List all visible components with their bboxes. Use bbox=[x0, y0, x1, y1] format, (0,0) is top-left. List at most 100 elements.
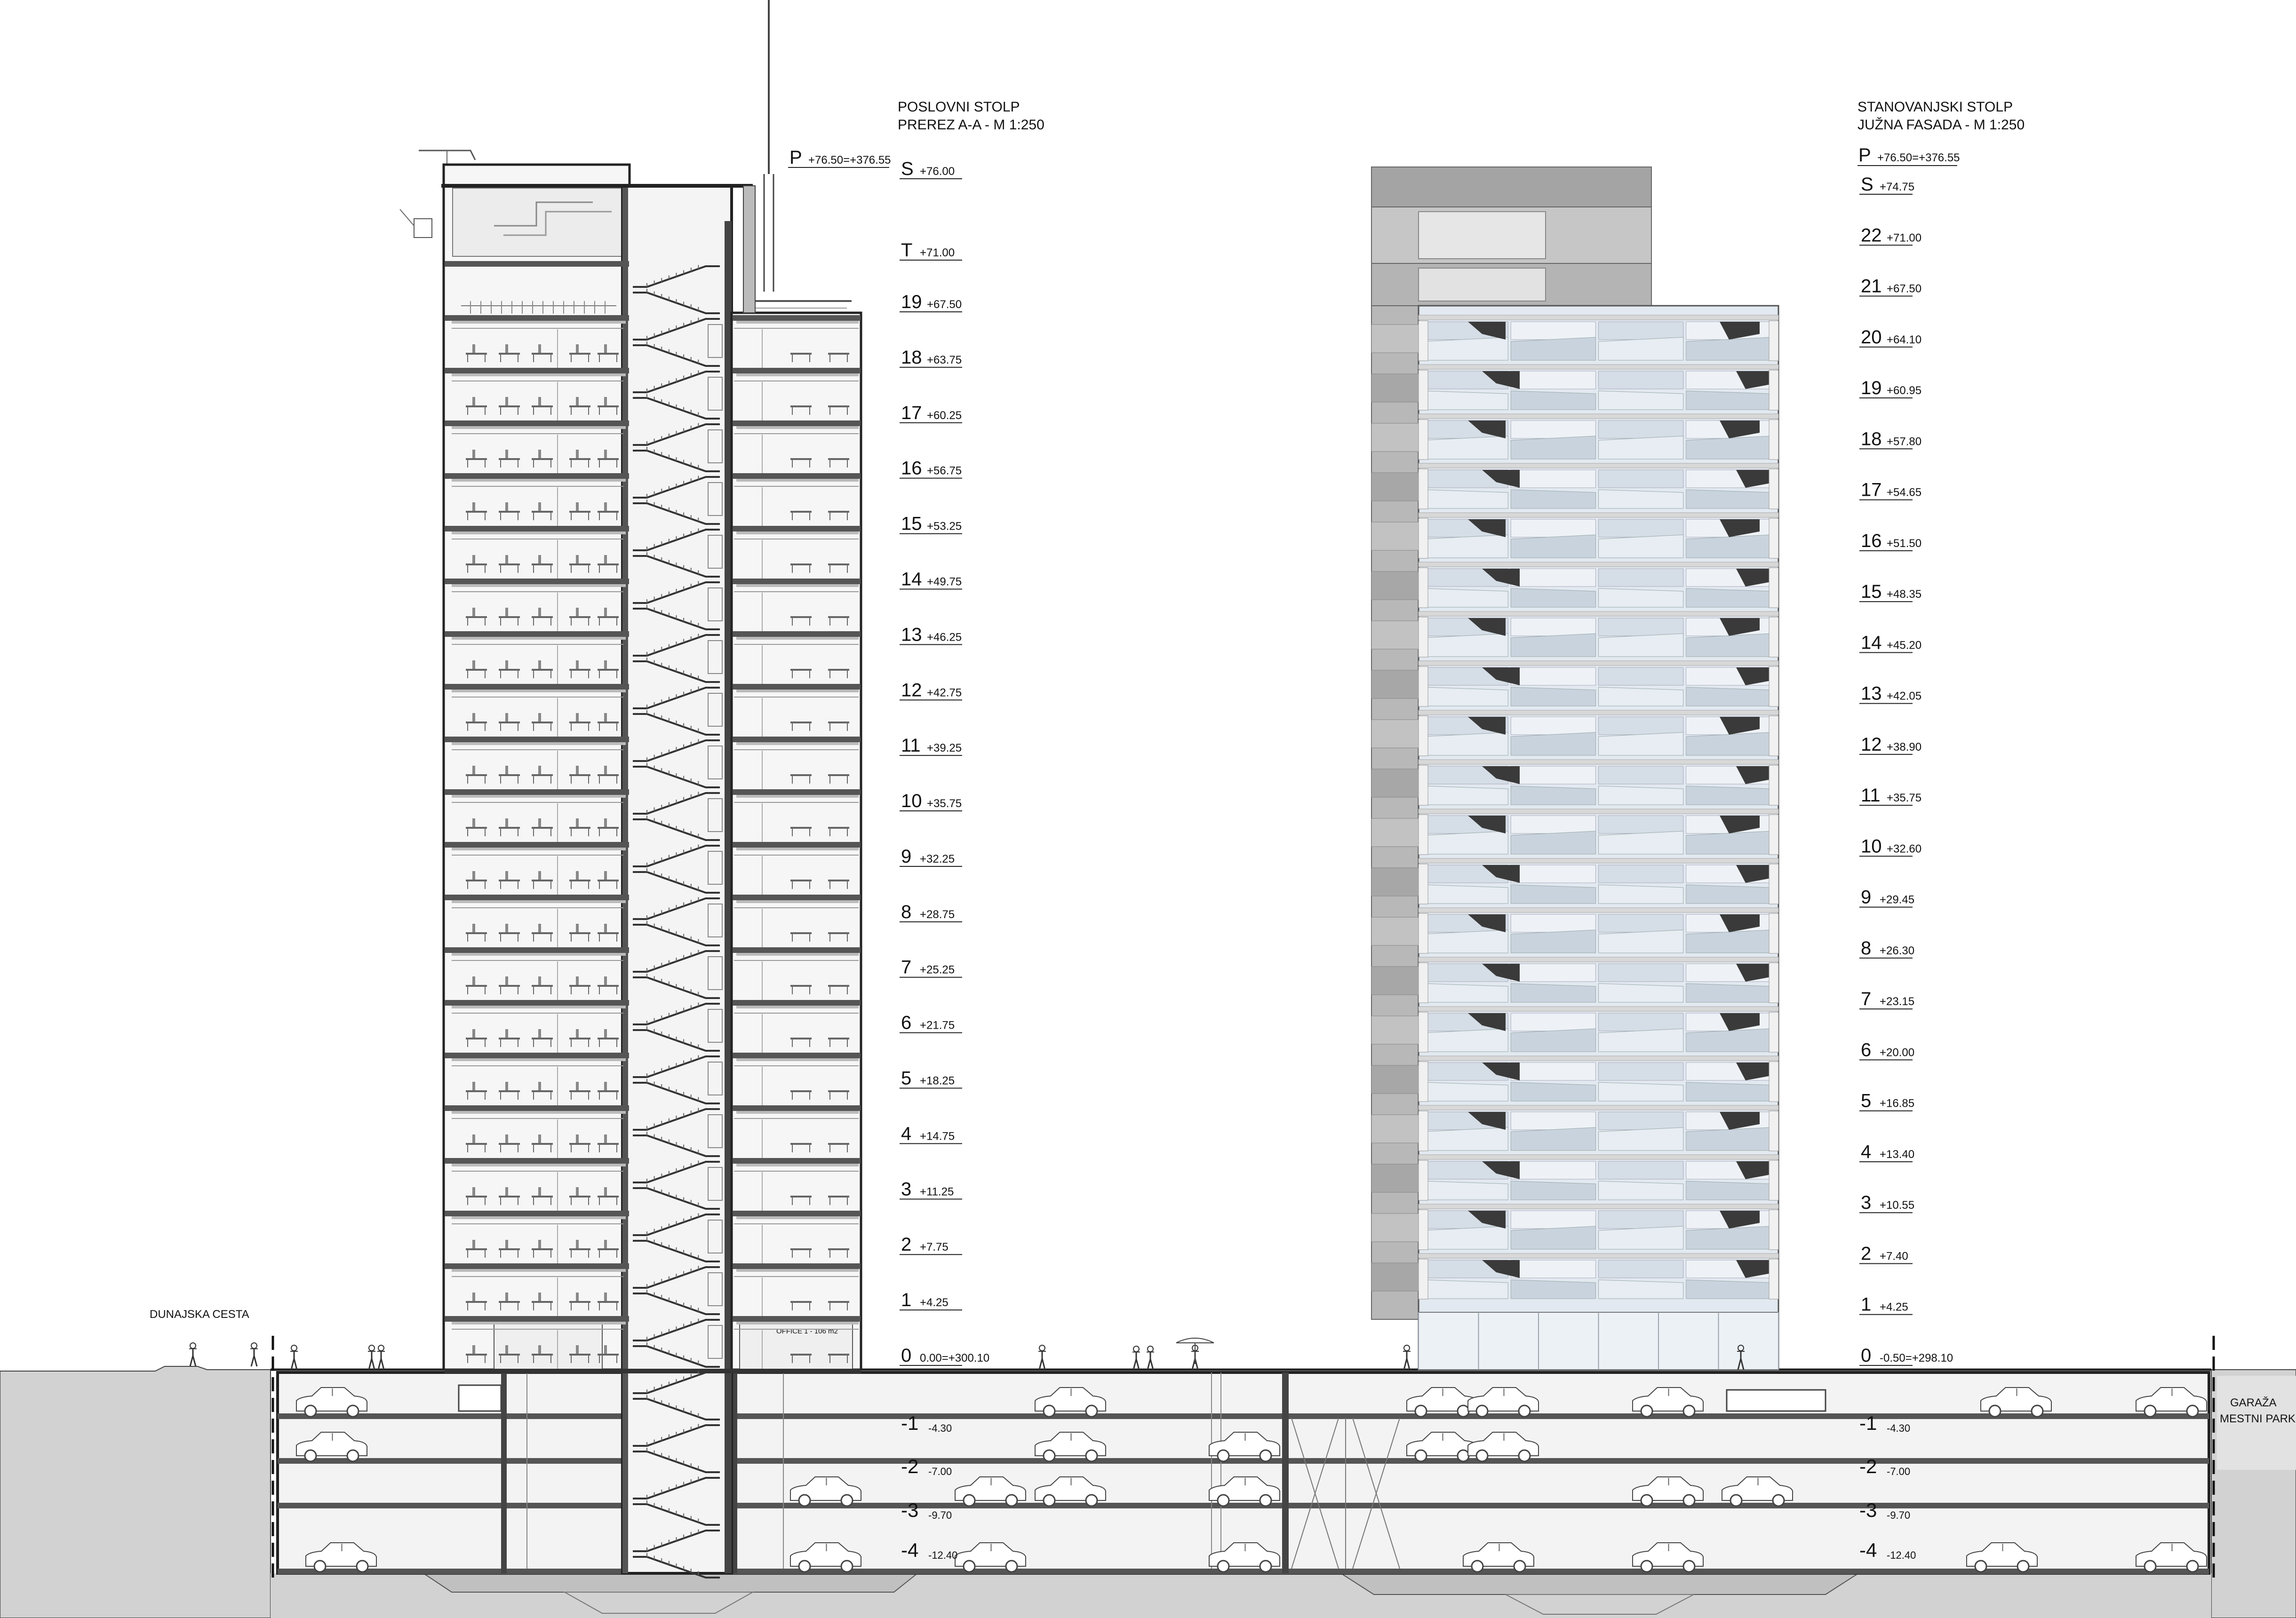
office-level-14: 14 +49.75 bbox=[900, 569, 962, 590]
car bbox=[1209, 1432, 1280, 1462]
res-level-elevation: +10.55 bbox=[1880, 1199, 1914, 1212]
office-level-elevation: +11.25 bbox=[920, 1185, 954, 1198]
res-level-4: 4 +13.40 bbox=[1859, 1142, 1914, 1162]
office-level-elevation: +56.75 bbox=[927, 465, 962, 477]
res-basement--4: -4 -12.40 bbox=[1859, 1539, 1916, 1561]
car bbox=[1467, 1432, 1539, 1462]
res-level-7: 7 +23.15 bbox=[1859, 989, 1914, 1010]
res-level-number: S bbox=[1861, 174, 1873, 195]
res-level-3: 3 +10.55 bbox=[1859, 1192, 1914, 1214]
facade-panels bbox=[1371, 315, 1779, 1370]
office-level-number: 13 bbox=[901, 624, 922, 645]
car bbox=[1035, 1476, 1106, 1507]
office-level-0: 0 0.00=+300.10 bbox=[900, 1345, 989, 1366]
res-level-elevation: +38.90 bbox=[1887, 741, 1921, 753]
person-figure bbox=[1737, 1345, 1745, 1370]
res-basement-elevation: -7.00 bbox=[1887, 1466, 1910, 1477]
office-title-line2: PREREZ A-A - M 1:250 bbox=[898, 117, 1044, 133]
res-basement--3: -3 -9.70 bbox=[1859, 1499, 1910, 1521]
res-level-5: 5 +16.85 bbox=[1859, 1091, 1914, 1111]
person-figure bbox=[1132, 1346, 1140, 1370]
res-level-number: 12 bbox=[1861, 734, 1882, 755]
res-level-elevation: -0.50=+298.10 bbox=[1880, 1352, 1953, 1364]
office-level-elevation: +63.75 bbox=[927, 354, 962, 366]
res-level-15: 15 +48.35 bbox=[1859, 581, 1921, 603]
office-level-13: 13 +46.25 bbox=[900, 624, 962, 645]
office-level-number: 6 bbox=[901, 1013, 911, 1033]
res-level-12: 12 +38.90 bbox=[1859, 734, 1921, 755]
office-level-number: 16 bbox=[901, 458, 922, 479]
res-level-number: 22 bbox=[1861, 225, 1882, 246]
car bbox=[1035, 1387, 1106, 1418]
res-level-elevation: +20.00 bbox=[1880, 1046, 1914, 1059]
office-level-number: 3 bbox=[901, 1179, 911, 1199]
res-basement-number: -4 bbox=[1859, 1539, 1877, 1561]
office-basement-number: -2 bbox=[901, 1455, 918, 1477]
res-level-number: 10 bbox=[1861, 836, 1882, 857]
car bbox=[305, 1542, 377, 1573]
office-level-11: 11 +39.25 bbox=[900, 735, 962, 756]
office-level-elevation: +60.25 bbox=[927, 409, 962, 422]
res-basement-number: -1 bbox=[1859, 1412, 1877, 1434]
person-figure bbox=[189, 1342, 197, 1367]
car bbox=[1209, 1476, 1280, 1507]
car bbox=[1632, 1542, 1704, 1573]
res-level-number: 0 bbox=[1861, 1345, 1871, 1366]
garage-label-line1: GARAŽA bbox=[2230, 1396, 2277, 1409]
office-level-4: 4 +14.75 bbox=[900, 1123, 962, 1144]
res-level-22: 22 +71.00 bbox=[1859, 225, 1921, 246]
office-level-10: 10 +35.75 bbox=[900, 791, 962, 812]
office-level-number: 5 bbox=[901, 1068, 911, 1089]
res-level-elevation: +32.60 bbox=[1887, 842, 1921, 855]
res-level-elevation: +64.10 bbox=[1887, 333, 1921, 346]
car bbox=[955, 1542, 1026, 1573]
res-level-elevation: +29.45 bbox=[1880, 894, 1914, 906]
res-level-2: 2 +7.40 bbox=[1859, 1243, 1913, 1264]
office-level-elevation: +42.75 bbox=[927, 686, 962, 699]
office-basement-elevation: -7.00 bbox=[928, 1466, 952, 1477]
office-level-elevation: +71.00 bbox=[920, 246, 955, 259]
res-level-number: 21 bbox=[1861, 276, 1882, 297]
res-level-elevation: +13.40 bbox=[1880, 1148, 1914, 1161]
office-basement-number: -3 bbox=[901, 1499, 918, 1521]
office-level-number: 2 bbox=[901, 1234, 911, 1255]
res-level-number: 3 bbox=[1861, 1192, 1871, 1213]
res-level-number: 19 bbox=[1861, 378, 1882, 398]
ground-room-label: OFFICE 1 - 106 m2 bbox=[776, 1327, 838, 1335]
office-level-elevation: +67.50 bbox=[927, 298, 962, 311]
res-level-elevation: +48.35 bbox=[1887, 588, 1921, 601]
office-level-elevation: +76.00 bbox=[920, 165, 955, 178]
car bbox=[1632, 1387, 1704, 1418]
res-level-S: S +74.75 bbox=[1859, 174, 1914, 195]
car bbox=[1463, 1542, 1534, 1573]
office-level-elevation: +14.75 bbox=[920, 1130, 955, 1142]
res-level-number: 4 bbox=[1861, 1142, 1871, 1162]
people-figures bbox=[189, 1338, 1745, 1370]
res-level-number: 15 bbox=[1861, 581, 1882, 602]
res-level-number: 8 bbox=[1861, 938, 1871, 959]
office-level-elevation: +25.25 bbox=[920, 964, 955, 976]
car bbox=[1722, 1476, 1793, 1507]
underground-garage bbox=[276, 1371, 2210, 1575]
office-level-7: 7 +25.25 bbox=[900, 957, 962, 978]
office-level-elevation: +21.75 bbox=[920, 1019, 955, 1032]
car bbox=[2136, 1387, 2207, 1418]
res-basement-elevation: -4.30 bbox=[1887, 1422, 1910, 1434]
office-level-number: 19 bbox=[901, 292, 922, 312]
parked-cars bbox=[296, 1384, 2207, 1573]
res-basement--1: -1 -4.30 bbox=[1859, 1412, 1910, 1434]
res-level-11: 11 +35.75 bbox=[1859, 785, 1921, 806]
office-level-15: 15 +53.25 bbox=[900, 514, 962, 534]
res-title-line1: STANOVANJSKI STOLP bbox=[1858, 99, 2013, 115]
res-level-elevation: +57.80 bbox=[1887, 435, 1921, 448]
office-level-elevation: +18.25 bbox=[920, 1075, 955, 1087]
car bbox=[790, 1542, 861, 1573]
office-basement-number: -4 bbox=[901, 1539, 918, 1561]
res-level-elevation: +45.20 bbox=[1887, 639, 1921, 651]
res-level-elevation: +7.40 bbox=[1880, 1250, 1908, 1262]
res-level-number: 20 bbox=[1861, 327, 1882, 348]
res-level-0: 0 -0.50=+298.10 bbox=[1859, 1345, 1953, 1366]
res-level-number: 1 bbox=[1861, 1294, 1871, 1315]
truck bbox=[458, 1384, 1826, 1412]
